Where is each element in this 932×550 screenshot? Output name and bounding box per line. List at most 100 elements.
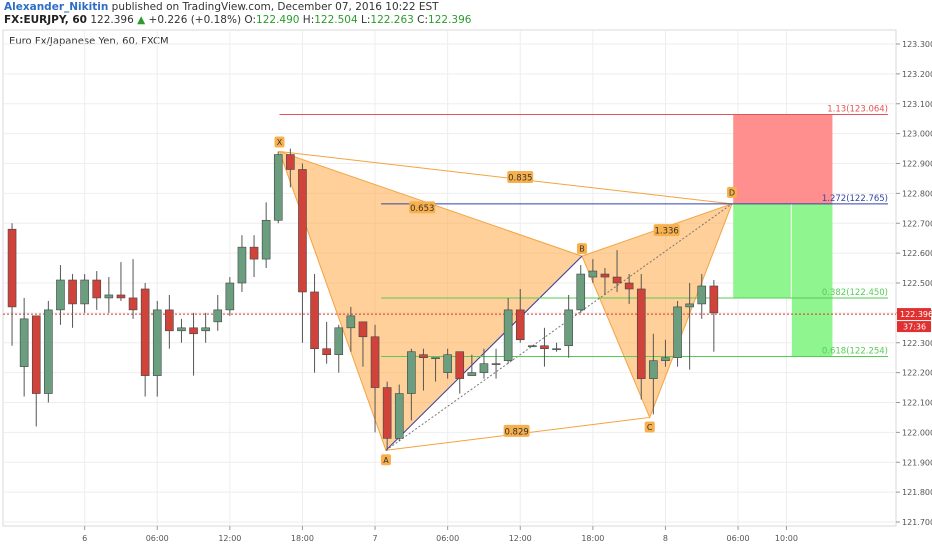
- candle-body: [346, 315, 356, 329]
- price-tick-label: 123.300: [902, 40, 932, 49]
- candle-body: [358, 321, 368, 338]
- price-tick-label: 121.900: [902, 458, 932, 467]
- candle-body: [104, 294, 114, 299]
- candle-body: [515, 309, 525, 341]
- time-tick-label: 06:00: [146, 534, 169, 543]
- point-label: D: [729, 188, 735, 197]
- candle-body: [370, 336, 380, 388]
- candle-body: [249, 246, 259, 260]
- candle-body: [80, 279, 89, 305]
- point-label: X: [277, 138, 283, 147]
- ratio-label: 0.829: [504, 427, 528, 437]
- candle-body: [491, 363, 501, 365]
- candle-body: [394, 393, 404, 439]
- time-tick-label: 10:00: [775, 534, 798, 543]
- chart-header: Alexander_Nikitin published on TradingVi…: [0, 0, 932, 28]
- candle-body: [649, 360, 658, 379]
- close-value: 122.396: [428, 14, 472, 26]
- current-price-badge-label: 122.396: [900, 310, 932, 319]
- price-tick-label: 122.900: [902, 160, 932, 169]
- candle-body: [298, 169, 307, 293]
- fib-levels: 1.13(123.064) 1.272(122.765) 0.382(122.450…: [3, 105, 896, 357]
- candle-body: [322, 348, 331, 356]
- price-tick-label: 121.700: [902, 518, 932, 527]
- fib-level-label: 1.272(122.765): [822, 194, 888, 204]
- candle-body: [225, 282, 235, 311]
- xd-line: [279, 151, 733, 205]
- harmonic-pattern: [278, 150, 733, 452]
- price-tick-label: 122.300: [902, 339, 932, 348]
- countdown-badge: [897, 321, 931, 333]
- low-label: L:: [361, 14, 371, 26]
- fib-level-label: 0.618(122.254): [822, 346, 888, 356]
- ratio-label-box: [503, 424, 530, 437]
- high-label: H:: [302, 14, 315, 26]
- candle-body: [19, 318, 29, 367]
- point-label-box: [644, 421, 655, 433]
- low-value: 122.263: [370, 14, 414, 26]
- candle-body: [237, 246, 247, 284]
- candle-body: [419, 354, 428, 358]
- candle-body: [286, 154, 295, 170]
- publish-line: Alexander_Nikitin published on TradingVi…: [4, 1, 439, 14]
- time-tick-label: 12:00: [509, 534, 532, 543]
- candle-body: [7, 228, 17, 308]
- publish-info: published on TradingView.com, December 0…: [111, 1, 439, 13]
- candle-body: [116, 294, 126, 299]
- time-axis[interactable]: 6 06:00 12:00 18:00 7 06:00 12:00 18:00 8 06:00 10…: [82, 526, 798, 543]
- candle-body: [576, 273, 586, 311]
- candle-body: [177, 327, 186, 332]
- candle-body: [189, 327, 198, 335]
- current-price-badge: [897, 308, 931, 321]
- candle-body: [636, 288, 646, 379]
- candle-body: [92, 279, 102, 299]
- fib-level-label: 1.13(123.064): [827, 105, 888, 115]
- position-zones: [733, 114, 833, 357]
- price-tick-label: 122.600: [902, 249, 932, 258]
- time-tick-label: 06:00: [727, 534, 750, 543]
- ad-dashed-line: [385, 203, 733, 451]
- candle-body: [31, 315, 41, 394]
- countdown-badge-label: 37:36: [903, 323, 926, 332]
- point-label-box: [727, 186, 737, 198]
- price-tick-label: 122.800: [902, 189, 932, 198]
- time-tick-label: 18:00: [581, 534, 604, 543]
- price-change: +0.226 (+0.18%): [148, 14, 242, 26]
- ratio-label: 0.653: [410, 204, 434, 214]
- candle-body: [624, 282, 634, 290]
- candle-body: [44, 309, 53, 394]
- candle-body: [201, 327, 210, 332]
- open-label: O:: [244, 14, 257, 26]
- price-axis[interactable]: 123.300 123.200 123.100 123.000 122.900 122.8…: [896, 40, 932, 527]
- candle-body: [152, 309, 162, 376]
- candle-body: [661, 357, 670, 361]
- time-tick-label: 18:00: [291, 534, 314, 543]
- stop-loss-zone: [733, 114, 833, 204]
- price-tick-label: 123.100: [902, 100, 932, 109]
- price-tick-label: 122.500: [902, 279, 932, 288]
- candle-body: [443, 354, 452, 373]
- up-arrow-icon: ▲: [137, 14, 146, 26]
- candle-body: [552, 348, 561, 351]
- candle-body: [709, 285, 719, 314]
- candle-body: [685, 303, 694, 308]
- candle-body: [697, 285, 707, 305]
- candle-body: [140, 288, 150, 376]
- time-tick-label: 8: [663, 534, 668, 543]
- plot-frame: [2, 29, 897, 527]
- price-tick-label: 122.000: [902, 428, 932, 437]
- quote-line: FX:EURJPY, 60 122.396 ▲ +0.226 (+0.18%) …: [4, 14, 471, 27]
- take-profit-zone-1: [733, 203, 833, 298]
- fib-level-label: 0.382(122.450): [822, 288, 888, 298]
- price-tick-label: 123.000: [902, 130, 932, 139]
- author-link[interactable]: Alexander_Nikitin: [4, 1, 109, 13]
- pattern-labels: X A B C D 0.835 0.653 1.336 0.829: [274, 136, 737, 466]
- candle-body: [165, 309, 174, 332]
- candle-body: [273, 154, 283, 221]
- candle-body: [673, 306, 682, 358]
- candle-body: [540, 345, 549, 350]
- candle-body: [213, 309, 223, 323]
- candle-body: [564, 309, 573, 347]
